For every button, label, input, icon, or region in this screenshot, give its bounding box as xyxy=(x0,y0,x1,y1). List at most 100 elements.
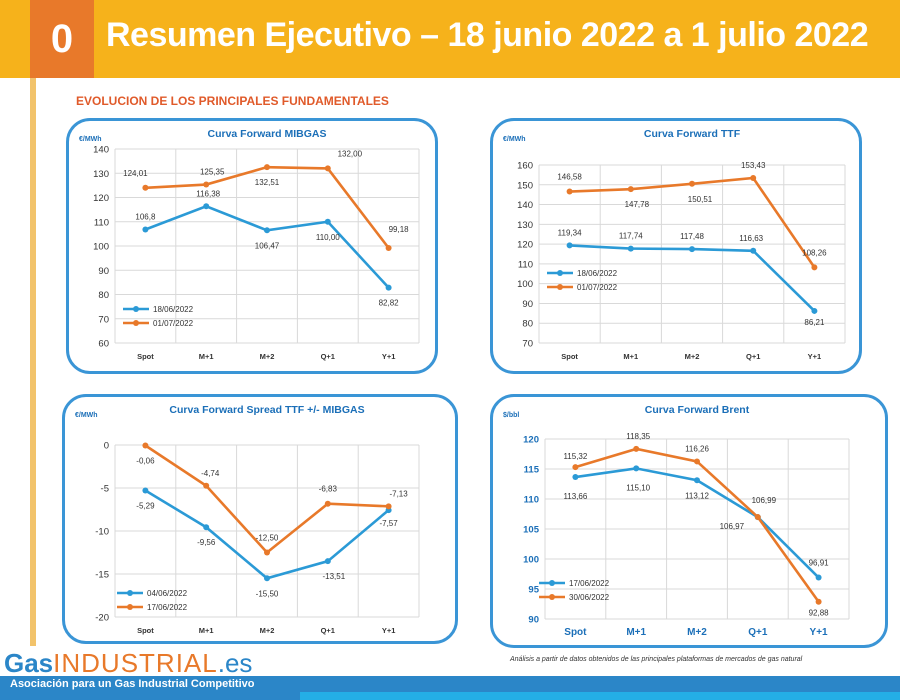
data-label: 118,35 xyxy=(626,432,650,441)
data-point xyxy=(811,264,818,271)
y-tick-label: 115 xyxy=(524,465,540,476)
data-label: 125,35 xyxy=(200,168,225,177)
data-label: 106,99 xyxy=(752,496,777,505)
data-label: -6,83 xyxy=(319,485,338,494)
data-point xyxy=(203,482,210,489)
legend-marker xyxy=(133,320,139,326)
data-label: 146,58 xyxy=(557,173,582,182)
gasindustrial-logo: GasINDUSTRIAL.es xyxy=(4,648,253,678)
data-point xyxy=(689,180,695,187)
data-point xyxy=(750,247,757,254)
data-point xyxy=(324,558,331,565)
x-tick-label: M+2 xyxy=(260,352,275,361)
data-point xyxy=(142,442,149,449)
data-label: 113,66 xyxy=(563,492,587,501)
data-point xyxy=(324,500,331,507)
data-label: 124,01 xyxy=(123,169,148,178)
y-tick-label: 80 xyxy=(98,290,109,301)
chart-spread: Curva Forward Spread TTF +/- MIBGAS €/MWh… xyxy=(75,404,420,635)
chart-title: Curva Forward Brent xyxy=(645,404,750,416)
data-point xyxy=(385,244,392,251)
chart-title: Curva Forward TTF xyxy=(644,128,741,140)
data-label: 108,26 xyxy=(802,248,827,257)
y-tick-label: 120 xyxy=(517,240,533,251)
data-label: -12,50 xyxy=(256,534,279,543)
chart-brent: Curva Forward Brent $/bbl 90 95 100 105 110 115… xyxy=(503,404,850,638)
data-label: -15,50 xyxy=(256,589,279,598)
y-tick-label: 130 xyxy=(93,169,109,180)
data-point xyxy=(385,503,392,510)
y-tick-label: 105 xyxy=(523,525,540,536)
legend-marker xyxy=(557,284,563,290)
logo-gas: Gas xyxy=(4,648,54,678)
chart-panel-ttf: Curva Forward TTF €/MWh 70 80 90 100 110 120 130… xyxy=(490,118,862,374)
y-tick-label: 100 xyxy=(523,555,539,566)
x-tick-label: M+1 xyxy=(199,352,214,361)
y-tick-label: -20 xyxy=(95,613,109,624)
data-label: 132,51 xyxy=(255,178,280,187)
legend-label: 17/06/2022 xyxy=(569,579,610,588)
data-label: 86,21 xyxy=(804,318,825,327)
x-tick-label: Spot xyxy=(561,352,578,361)
logo-industrial: INDUSTRIAL xyxy=(53,648,218,678)
chart-mibgas: Curva Forward MIBGAS €/MWh 60 70 80 90 100 110 1… xyxy=(79,128,420,361)
legend-marker xyxy=(557,270,563,276)
x-tick-label: Q+1 xyxy=(321,352,335,361)
y-axis-unit: €/MWh xyxy=(75,412,98,419)
y-tick-label: 120 xyxy=(93,193,109,204)
footer-accent-bar xyxy=(300,692,900,700)
chart-ttf: Curva Forward TTF €/MWh 70 80 90 100 110 120 130… xyxy=(503,128,846,361)
data-point xyxy=(815,598,822,605)
data-point xyxy=(203,524,210,531)
data-point xyxy=(264,227,270,234)
x-tick-label: Q+1 xyxy=(748,627,768,638)
data-point xyxy=(754,514,761,521)
legend-label: 17/06/2022 xyxy=(147,603,188,612)
y-tick-label: -5 xyxy=(101,484,109,495)
data-label: 82,82 xyxy=(379,299,400,308)
data-label: 113,12 xyxy=(685,491,709,500)
data-point xyxy=(627,186,634,193)
y-tick-label: 0 xyxy=(104,441,109,452)
data-label: 92,88 xyxy=(809,609,830,618)
logo-es: .es xyxy=(217,648,253,678)
data-label: 106,97 xyxy=(720,522,745,531)
data-point xyxy=(694,458,700,465)
chart-panel-brent: Curva Forward Brent $/bbl 90 95 100 105 110 115… xyxy=(490,394,888,648)
data-label: -7,57 xyxy=(379,519,398,528)
y-tick-label: 110 xyxy=(518,259,533,270)
data-point xyxy=(633,445,640,452)
data-point xyxy=(142,487,149,494)
data-point xyxy=(750,174,757,181)
y-tick-label: 160 xyxy=(517,161,533,172)
data-label: -4,74 xyxy=(201,469,220,478)
x-tick-label: Spot xyxy=(564,627,587,638)
data-point xyxy=(633,465,640,472)
footer-slogan: Asociación para un Gas Industrial Compet… xyxy=(10,678,255,690)
data-label: 116,38 xyxy=(196,189,220,198)
data-point xyxy=(264,164,270,171)
y-axis-unit: $/bbl xyxy=(503,412,519,419)
data-label: 119,34 xyxy=(558,228,582,237)
y-tick-label: 90 xyxy=(98,266,109,277)
data-label: 153,43 xyxy=(741,161,766,170)
data-point xyxy=(385,284,392,291)
data-point xyxy=(815,574,822,581)
legend-marker xyxy=(549,580,555,586)
header-bar: 0 Resumen Ejecutivo – 18 junio 2022 a 1 … xyxy=(0,0,900,78)
y-tick-label: 120 xyxy=(523,435,539,446)
x-tick-label: Q+1 xyxy=(321,626,335,635)
data-point xyxy=(142,184,149,191)
data-label: -9,56 xyxy=(197,538,216,547)
x-tick-label: Y+1 xyxy=(382,626,396,635)
page-title: Resumen Ejecutivo – 18 junio 2022 a 1 ju… xyxy=(106,16,869,54)
data-label: 110,00 xyxy=(316,233,340,242)
data-label: 106,47 xyxy=(255,241,280,250)
data-label: -0,06 xyxy=(136,457,155,466)
x-tick-label: M+2 xyxy=(260,626,275,635)
y-tick-label: 70 xyxy=(98,314,109,325)
y-tick-label: 100 xyxy=(93,242,109,253)
chart-panel-spread: Curva Forward Spread TTF +/- MIBGAS €/MWh… xyxy=(62,394,458,644)
data-label: -7,13 xyxy=(389,489,408,498)
data-point xyxy=(572,474,579,481)
